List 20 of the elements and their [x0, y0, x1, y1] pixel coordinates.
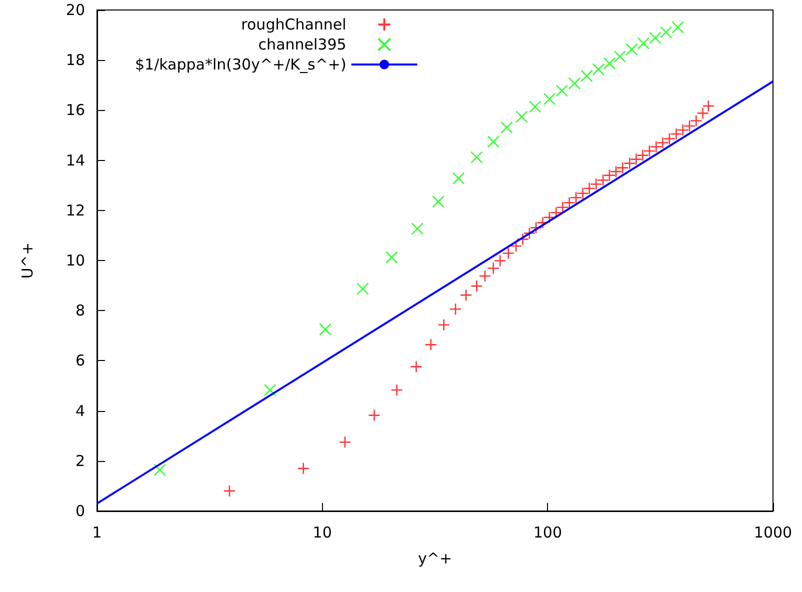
y-tick-label: 12 — [66, 201, 85, 220]
legend-label: channel395 — [258, 36, 346, 54]
y-tick-label: 20 — [66, 1, 85, 19]
x-axis-title: y^+ — [418, 550, 452, 568]
y-tick-label: 10 — [66, 252, 85, 270]
y-tick-label: 2 — [75, 452, 85, 470]
x-tick-label: 10 — [312, 524, 332, 542]
y-tick-label: 8 — [75, 302, 85, 320]
y-axis-title: U^+ — [18, 242, 36, 279]
y-tick-label: 6 — [75, 352, 85, 370]
y-tick-label: 0 — [75, 502, 85, 520]
y-tick-label: 18 — [66, 51, 85, 70]
y-tick-label: 16 — [66, 101, 85, 120]
x-tick-label: 1 — [92, 524, 102, 542]
legend-label: $1/kappa*ln(30y^+/K_s^+) — [135, 56, 346, 74]
legend-label: roughChannel — [241, 16, 346, 34]
x-tick-label: 1000 — [754, 524, 792, 542]
y-tick-label: 4 — [75, 402, 85, 420]
y-tick-label: 14 — [66, 151, 85, 170]
x-tick-label: 100 — [533, 524, 562, 542]
